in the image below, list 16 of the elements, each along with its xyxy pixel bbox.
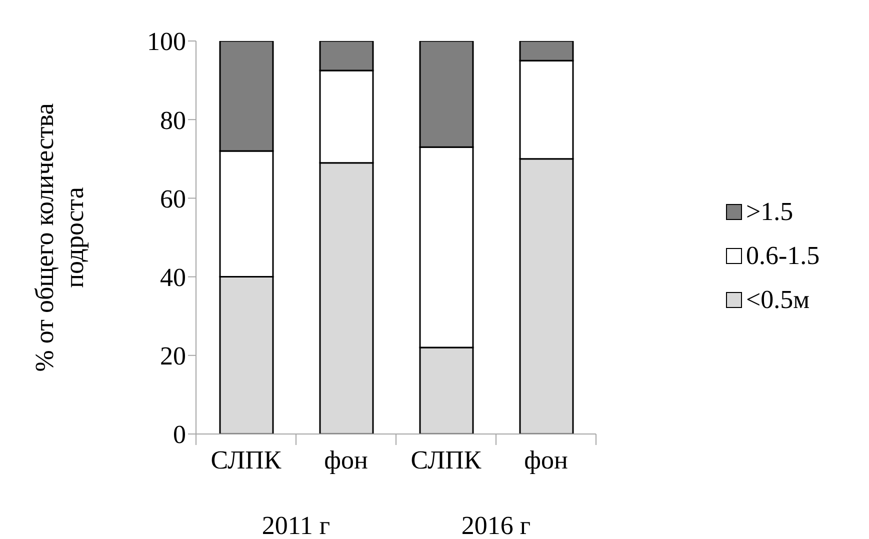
- legend-label: <0.5м: [746, 285, 810, 315]
- y-tick-label: 60: [160, 184, 186, 214]
- text: 2016 г: [461, 511, 531, 539]
- y-tick-label: 20: [160, 342, 186, 371]
- y-axis-title: % от общего количества подроста: [30, 102, 89, 372]
- text: 2011 г: [262, 511, 330, 539]
- x-tick-label: СЛПК: [410, 445, 482, 474]
- y-tick-label: 80: [160, 106, 186, 135]
- legend-label: 0.6-1.5: [746, 241, 820, 271]
- y-tick-label: 0: [173, 420, 186, 450]
- x-tick-label: фон: [524, 445, 568, 474]
- y-tick-label: 40: [160, 263, 186, 292]
- y-tick-label: 100: [147, 27, 186, 56]
- x-tick-label: СЛПК: [210, 445, 282, 474]
- legend-label: >1.5: [746, 197, 794, 227]
- x-tick-label: фон: [324, 445, 368, 474]
